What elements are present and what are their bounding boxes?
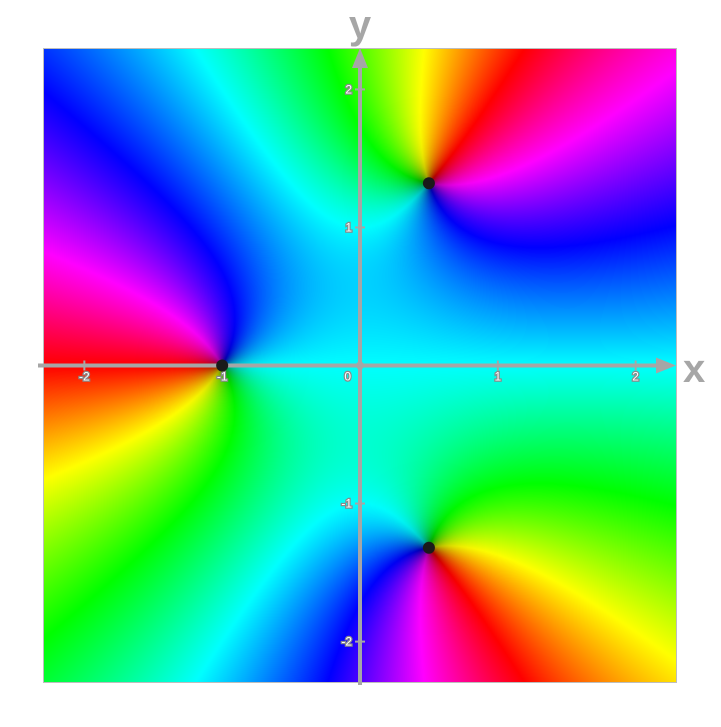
zero-point xyxy=(422,541,435,554)
x-tick-label: 0 xyxy=(344,370,351,384)
y-tick-label: 1 xyxy=(345,220,352,234)
y-axis-title: y xyxy=(349,3,372,47)
x-tick-label: 2 xyxy=(632,370,639,384)
y-tick-label: -2 xyxy=(341,635,352,649)
x-axis-arrow xyxy=(656,357,676,374)
x-axis-title: x xyxy=(683,347,705,391)
zeros xyxy=(216,177,435,554)
x-tick-label: -2 xyxy=(79,370,90,384)
x-tick-label: 1 xyxy=(494,370,501,384)
axes xyxy=(38,48,676,685)
y-axis-arrow xyxy=(352,48,368,68)
ticks: -2 -1 0 1 2 2 1 -1 -2 xyxy=(78,81,641,650)
origin-marker xyxy=(356,361,364,370)
y-tick-label: -1 xyxy=(341,497,352,511)
y-tick-label: 2 xyxy=(345,82,352,96)
x-tick-label: -1 xyxy=(217,370,228,384)
zero-point xyxy=(422,177,435,190)
zero-point xyxy=(216,359,229,372)
